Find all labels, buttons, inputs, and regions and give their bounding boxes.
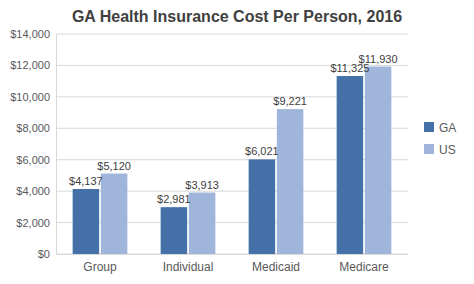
legend-swatch — [424, 122, 434, 132]
data-label: $4,137 — [69, 175, 103, 187]
bar — [189, 193, 216, 254]
y-tick-label: $0 — [38, 248, 50, 260]
y-tick-label: $4,000 — [16, 185, 50, 197]
legend-label: US — [439, 143, 456, 157]
bars — [73, 67, 392, 254]
x-axis-line — [57, 254, 409, 255]
y-tick-label: $10,000 — [10, 91, 50, 103]
x-axis: Group Individual Medicaid Medicare — [57, 254, 409, 274]
x-tick-label: Medicaid — [252, 260, 300, 274]
y-axis-line — [56, 35, 57, 255]
legend-label: GA — [439, 121, 456, 135]
x-tick: Medicaid — [252, 254, 300, 274]
chart: GA Health Insurance Cost Per Person, 201… — [0, 0, 474, 284]
x-tick: Individual — [163, 254, 214, 274]
y-tick: $8,000 — [16, 122, 56, 134]
title: GA Health Insurance Cost Per Person, 201… — [72, 8, 402, 25]
bar — [101, 174, 128, 254]
y-tick-label: $14,000 — [10, 28, 50, 40]
data-labels: $4,137$2,981$6,021$11,325$5,120$3,913$9,… — [69, 53, 397, 206]
y-tick: $12,000 — [10, 59, 56, 71]
x-tick-label: Group — [83, 260, 117, 274]
plot: $0 $2,000 $4,000 $6,000 $8,000 $10,000 $12,000… — [10, 28, 408, 274]
grid-line — [56, 34, 408, 35]
bar — [161, 207, 188, 254]
y-tick-label: $12,000 — [10, 59, 50, 71]
data-label: $2,981 — [157, 193, 191, 205]
bar — [73, 189, 100, 254]
legend: GA US — [424, 121, 456, 157]
y-tick: $2,000 — [16, 217, 56, 229]
y-tick: $4,000 — [16, 185, 56, 197]
y-tick-label: $2,000 — [16, 217, 50, 229]
bar — [365, 67, 392, 254]
data-label: $11,930 — [359, 53, 398, 65]
x-tick: Medicare — [339, 254, 389, 274]
y-tick-label: $8,000 — [16, 122, 50, 134]
bar — [277, 109, 304, 254]
grid — [56, 34, 408, 254]
y-tick: $10,000 — [10, 91, 56, 103]
legend-swatch — [424, 144, 434, 154]
y-tick: $0 — [38, 248, 56, 260]
y-tick: $6,000 — [16, 154, 56, 166]
x-tick: Group — [83, 254, 117, 274]
bar — [249, 159, 276, 254]
data-label: $6,021 — [245, 145, 279, 157]
data-label: $5,120 — [97, 160, 131, 172]
y-tick: $14,000 — [10, 28, 56, 40]
bar — [337, 76, 364, 254]
data-label: $9,221 — [273, 95, 307, 107]
x-tick-label: Medicare — [339, 260, 389, 274]
y-axis: $0 $2,000 $4,000 $6,000 $8,000 $10,000 $12,000… — [10, 28, 56, 260]
data-label: $3,913 — [185, 179, 219, 191]
background — [0, 0, 474, 284]
y-tick-label: $6,000 — [16, 154, 50, 166]
x-tick-label: Individual — [163, 260, 214, 274]
